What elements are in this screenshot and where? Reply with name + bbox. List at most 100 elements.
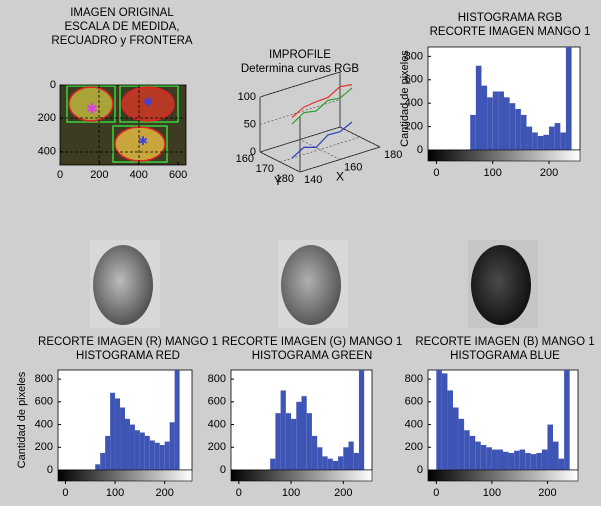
bar — [536, 453, 542, 470]
bar — [281, 390, 286, 470]
colorbar — [428, 150, 580, 161]
chart-title: RECORTE IMAGEN (G) MANGO 1 — [222, 336, 403, 348]
crop-images — [90, 240, 538, 328]
bar — [514, 451, 520, 470]
bar — [504, 97, 510, 150]
y-tick-label: 800 — [35, 373, 53, 385]
bar — [291, 419, 296, 470]
x-tick-label: 160 — [344, 161, 362, 173]
y-tick-label: 0 — [417, 144, 423, 156]
bar — [498, 91, 504, 150]
y-tick-label: 200 — [38, 112, 56, 124]
y-tick-label: 200 — [35, 441, 53, 453]
x-tick-label: 200 — [540, 167, 558, 179]
bar — [296, 402, 301, 470]
y-tick-label: 600 — [405, 396, 423, 408]
bar — [165, 442, 170, 470]
x-tick-label: 200 — [156, 487, 174, 499]
y-tick-label: 200 — [208, 441, 226, 453]
y-tick-label: 800 — [405, 373, 423, 385]
chart-title: HISTOGRAMA BLUE — [450, 350, 560, 362]
bar — [532, 132, 538, 150]
bar — [503, 452, 509, 470]
bar — [559, 459, 565, 470]
bar — [145, 436, 150, 470]
y-tick-label: 400 — [405, 418, 423, 430]
bar — [481, 445, 487, 470]
bar — [328, 459, 333, 470]
bar — [476, 66, 482, 150]
bar — [302, 396, 307, 470]
y-tick-label: 0 — [50, 79, 56, 91]
bar — [486, 447, 492, 470]
chart-title: RECORTE IMAGEN (R) MANGO 1 — [38, 336, 218, 348]
bar — [464, 430, 470, 470]
bar — [470, 115, 476, 150]
bar — [510, 103, 516, 150]
x-tick-label: 200 — [538, 487, 556, 499]
bar — [470, 436, 476, 470]
y-tick-label: 600 — [208, 396, 226, 408]
x-tick-label: 100 — [483, 487, 501, 499]
figure: ✱ ✱ ✱ IMAGEN ORIGINAL ESCALA DE MEDIDA, RE… — [0, 0, 601, 506]
z-tick-label: 50 — [244, 118, 256, 130]
x-tick-label: 0 — [236, 487, 242, 499]
chart-title: ESCALA DE MEDIDA, — [64, 21, 179, 33]
chart-title: RECORTE IMAGEN MANGO 1 — [430, 26, 591, 38]
bar — [547, 425, 553, 470]
bar — [555, 123, 561, 150]
bar — [95, 464, 100, 470]
x-tick-label: 0 — [433, 487, 439, 499]
x-tick-label: 200 — [334, 487, 352, 499]
bar — [125, 419, 130, 470]
bar — [453, 408, 459, 471]
colorbar — [231, 470, 372, 481]
x-tick-label: 140 — [304, 174, 322, 186]
svg-text:✱: ✱ — [86, 101, 98, 117]
bar — [359, 370, 364, 470]
y-axis-label: Y — [274, 174, 282, 188]
colorbar — [428, 470, 578, 481]
y-tick-label: 160 — [236, 153, 254, 165]
bar — [560, 132, 566, 150]
bar — [515, 109, 521, 150]
x-tick-label: 0 — [57, 169, 63, 181]
bar — [436, 362, 442, 470]
bar — [105, 436, 110, 470]
bar — [150, 440, 155, 470]
bar — [140, 433, 145, 471]
x-tick-label: 600 — [169, 169, 187, 181]
chart-title: IMAGEN ORIGINAL — [70, 7, 174, 19]
y-tick-label: 400 — [38, 146, 56, 158]
bar — [100, 453, 105, 470]
chart-title: IMPROFILE — [269, 49, 331, 61]
bar — [317, 447, 322, 470]
colorbar — [58, 470, 192, 481]
y-tick-label: 170 — [256, 163, 274, 175]
x-tick-label: 100 — [282, 487, 300, 499]
bar — [493, 91, 499, 150]
bar — [170, 422, 175, 470]
bar — [531, 454, 537, 470]
x-tick-label: 400 — [130, 169, 148, 181]
y-tick-label: 400 — [35, 418, 53, 430]
bar — [475, 442, 481, 470]
bar — [120, 408, 125, 471]
bar — [349, 442, 354, 470]
bar — [459, 419, 465, 470]
bar — [525, 453, 531, 470]
chart-title: Determina curvas RGB — [241, 63, 360, 75]
chart-title: RECUADRO y FRONTERA — [51, 35, 193, 47]
y-tick-label: 0 — [47, 464, 53, 476]
y-tick-label: 0 — [220, 464, 226, 476]
bar — [497, 450, 503, 470]
x-tick-label: 180 — [384, 149, 402, 161]
bar — [130, 425, 135, 470]
bar — [509, 453, 515, 470]
bar — [286, 413, 291, 470]
bar — [542, 450, 548, 470]
x-tick-label: 0 — [433, 167, 439, 179]
bar — [307, 413, 312, 470]
y-tick-label: 200 — [405, 441, 423, 453]
original-image: ✱ ✱ ✱ — [60, 85, 186, 165]
